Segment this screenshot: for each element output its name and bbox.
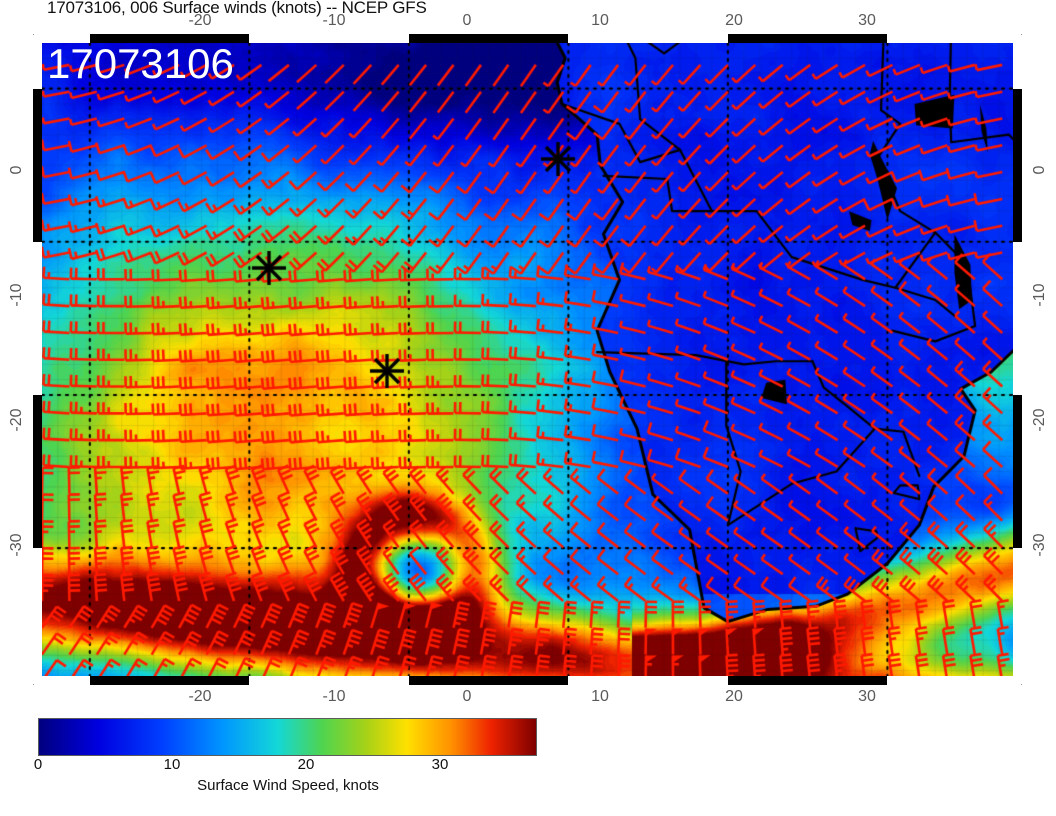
axis-tick-bottom--10: -10 [322, 688, 346, 705]
axis-tick-top-0: 0 [462, 12, 472, 29]
axis-tick-bottom-20: 20 [725, 688, 743, 705]
axis-tick-bottom-0: 0 [462, 688, 472, 705]
axis-tick-left-0: 0 [8, 165, 25, 175]
axis-tick-left--10: -10 [8, 283, 25, 307]
axis-tick-right--20: -20 [1031, 408, 1048, 432]
colorbar-tick-20: 20 [297, 756, 315, 773]
axis-tick-left--20: -20 [8, 408, 25, 432]
ruler-segment [408, 676, 569, 685]
axis-tick-top--10: -10 [322, 12, 346, 29]
colorbar [38, 718, 537, 756]
ruler-segment [727, 676, 888, 685]
axis-tick-bottom-30: 30 [858, 688, 876, 705]
axis-ruler-top [34, 34, 1021, 43]
map-clip [34, 35, 1021, 684]
axis-tick-bottom--20: -20 [188, 688, 212, 705]
colorbar-tick-10: 10 [163, 756, 181, 773]
axis-tick-right--30: -30 [1031, 533, 1048, 557]
ruler-segment [33, 394, 42, 549]
ruler-segment [33, 88, 42, 242]
axis-tick-left--30: -30 [8, 533, 25, 557]
axis-tick-top--20: -20 [188, 12, 212, 29]
colorbar-tick-0: 0 [33, 756, 43, 773]
wind-speed-field [34, 35, 1021, 684]
axis-tick-top-10: 10 [591, 12, 609, 29]
map-plot-area[interactable] [33, 34, 1022, 685]
ruler-segment [1013, 394, 1022, 549]
ruler-segment [1013, 88, 1022, 242]
figure-title: 17073106, 006 Surface winds (knots) -- N… [47, 0, 427, 17]
ruler-segment [408, 34, 569, 43]
axis-tick-bottom-10: 10 [591, 688, 609, 705]
colorbar-gradient [39, 719, 536, 755]
colorbar-tick-30: 30 [431, 756, 449, 773]
axis-tick-right--10: -10 [1031, 283, 1048, 307]
axis-tick-top-20: 20 [725, 12, 743, 29]
ruler-segment [89, 676, 250, 685]
axis-tick-top-30: 30 [858, 12, 876, 29]
axis-ruler-bottom [34, 676, 1021, 685]
colorbar-label: Surface Wind Speed, knots [197, 777, 379, 794]
axis-tick-right-0: 0 [1031, 165, 1048, 175]
axis-ruler-right [1013, 35, 1022, 684]
ruler-segment [89, 34, 250, 43]
forecast-timestamp-overlay: 17073106 [47, 40, 234, 87]
ruler-segment [727, 34, 888, 43]
axis-ruler-left [33, 35, 42, 684]
